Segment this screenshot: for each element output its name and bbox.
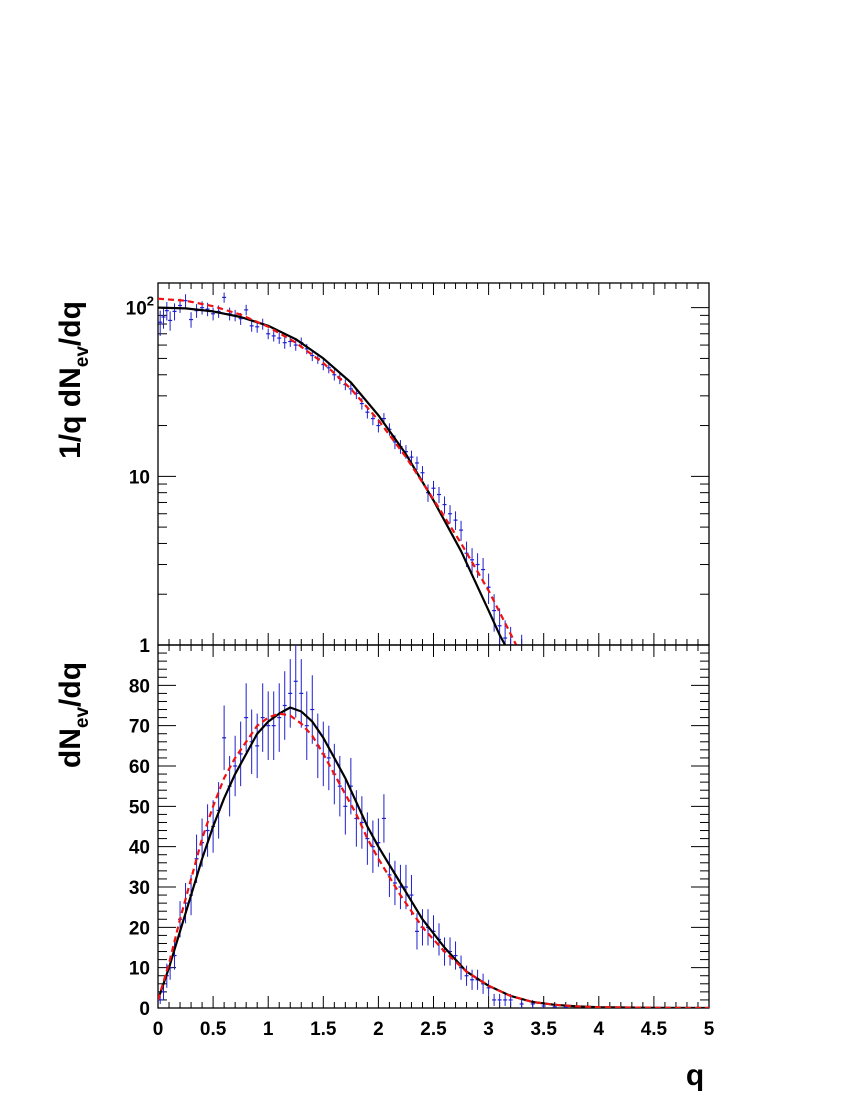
bottom-y-tick-label: 0 [139,999,150,1020]
bottom-y-tick-label: 60 [129,757,150,778]
x-tick-label: 2.5 [420,1019,447,1040]
bottom-y-tick-label: 40 [129,838,150,859]
x-tick-label: 0 [153,1019,164,1040]
bottom-y-tick-label: 20 [129,918,150,939]
x-tick-label: 4 [594,1019,605,1040]
bottom-y-tick-label: 10 [129,959,150,980]
top-plot-frame [157,282,710,646]
axis-titles: 1/q dNev/dq dNev/dq q [54,301,704,1092]
x-tick-label: 3 [483,1019,494,1040]
x-axis-title: q [686,1059,704,1092]
bottom-solid-fit-curve [158,706,709,1008]
x-tick-label: 2 [373,1019,384,1040]
top-y-axis-title: 1/q dNev/dq [54,301,93,459]
bottom-y-tick-label: 30 [129,878,150,899]
bottom-y-tick-label: 80 [129,676,150,697]
x-tick-label: 1 [263,1019,274,1040]
bottom-y-tick-label: 50 [129,797,150,818]
top-dashed-fit-curve [158,297,518,645]
x-tick-label: 0.5 [200,1019,227,1040]
bottom-y-axis-title: dNev/dq [54,662,93,768]
top-panel: 1 10 102 [126,282,710,657]
x-tick-label: 4.5 [641,1019,668,1040]
x-tick-label: 3.5 [530,1019,557,1040]
x-tick-label: 5 [704,1019,715,1040]
top-plot-area [158,292,523,645]
bottom-dashed-fit-curve [158,712,709,1008]
top-solid-fit-curve [158,306,507,645]
top-y-tick-label: 10 [129,467,150,488]
bottom-plot-frame [157,644,710,1009]
top-y-tick-label: 102 [126,294,154,320]
top-y-tick-label: 1 [139,636,150,657]
bottom-y-tick-label: 70 [129,717,150,738]
bottom-plot-area [158,645,709,1008]
top-data-points [158,292,523,645]
x-tick-label: 1.5 [310,1019,337,1040]
